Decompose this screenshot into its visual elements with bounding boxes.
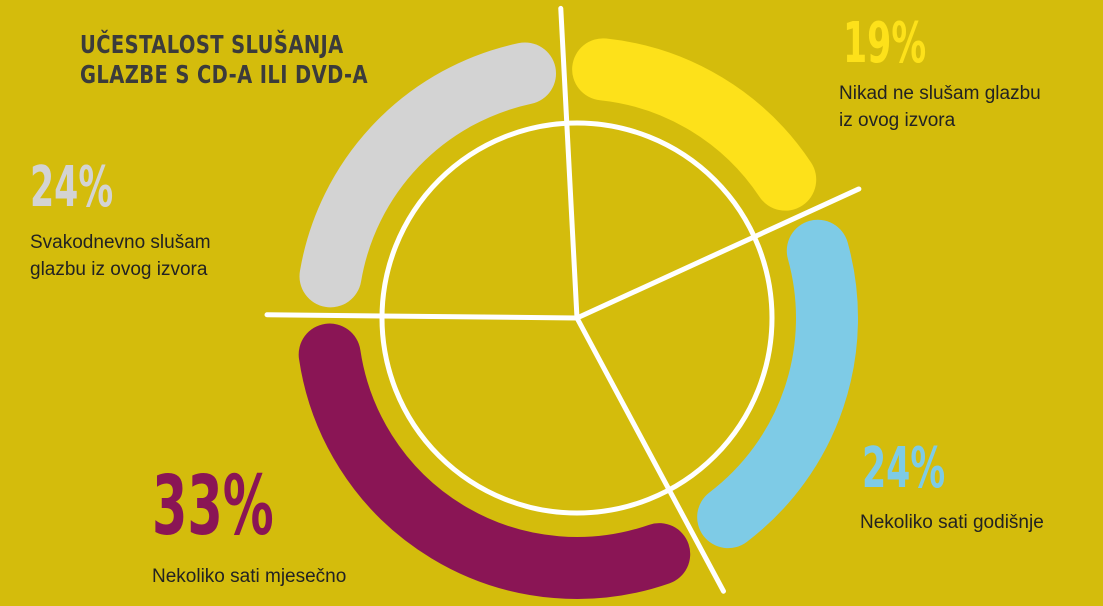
slice-never-percent: 19% [843,11,927,76]
divider-line-3 [264,312,580,321]
slice-daily-label-line-2: glazbu iz ovog izvora [30,259,208,280]
chart-title-line-1: Učestalost slušanja [80,30,344,59]
slice-daily-label: Svakodnevno slušam glazbu iz ovog izvora [30,229,211,283]
slice-yearly-percent: 24% [862,436,946,501]
divider-line-1 [574,186,862,321]
slice-arc-3 [299,42,557,308]
slice-never-label-line-1: Nikad ne slušam glazbu [839,83,1041,104]
slice-monthly-label: Nekoliko sati mjesečno [152,563,346,590]
slice-arc-2 [298,323,691,599]
slice-arc-1 [697,219,858,549]
slice-daily-label-line-1: Svakodnevno slušam [30,232,211,253]
divider-line-0 [558,5,580,321]
chart-dividers [264,5,862,594]
slice-monthly-percent: 33% [152,459,274,554]
slice-daily-percent: 24% [30,155,114,220]
slice-never-label-line-2: iz ovog izvora [839,110,956,131]
chart-arcs [298,38,858,599]
slice-never-label: Nikad ne slušam glazbu iz ovog izvora [839,80,1041,134]
divider-line-2 [574,315,726,594]
slice-yearly-label: Nekoliko sati godišnje [860,509,1044,536]
slice-monthly-label-line-1: Nekoliko sati mjesečno [152,566,347,587]
chart-title: Učestalost slušanja glazbe s CD-a ili DV… [80,30,368,90]
slice-yearly-label-line-1: Nekoliko sati godišnje [860,512,1044,533]
slice-arc-0 [572,38,817,211]
chart-title-line-2: glazbe s CD-a ili DVD-a [80,60,369,89]
